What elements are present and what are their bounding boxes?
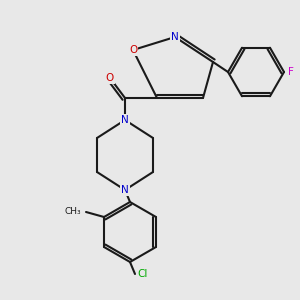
Text: O: O	[129, 45, 137, 55]
Text: N: N	[171, 32, 179, 42]
Text: Cl: Cl	[138, 269, 148, 279]
Text: CH₃: CH₃	[64, 208, 81, 217]
Text: N: N	[121, 185, 129, 195]
Text: O: O	[106, 73, 114, 83]
Text: N: N	[121, 115, 129, 125]
Text: F: F	[288, 67, 294, 77]
